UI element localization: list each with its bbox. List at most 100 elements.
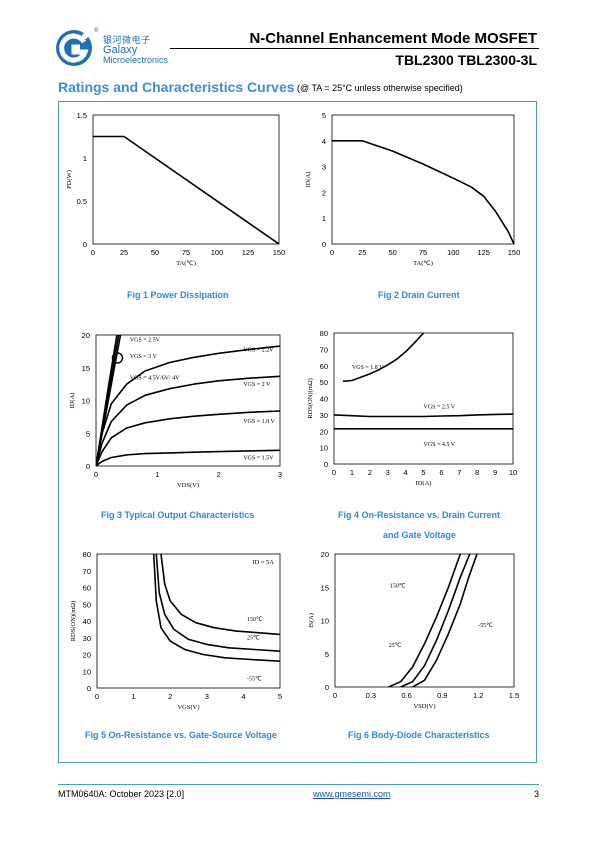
header-divider xyxy=(170,48,539,49)
y-tick-label: 10 xyxy=(83,667,91,676)
x-tick-label: 1.2 xyxy=(473,691,483,700)
y-tick-label: 15 xyxy=(82,364,90,373)
y-tick-label: 40 xyxy=(83,617,91,626)
y-tick-label: 0 xyxy=(325,683,329,692)
y-tick-label: 0 xyxy=(322,240,326,249)
series-line xyxy=(400,554,471,687)
y-tick-label: 20 xyxy=(321,550,329,559)
x-tick-label: 4 xyxy=(404,468,408,477)
x-tick-label: 2 xyxy=(217,470,221,479)
section-note: (@ TA = 25°C unless otherwise specified) xyxy=(297,83,463,93)
charts-frame xyxy=(58,101,537,763)
chart-on-resistance-vgs: 0 1 2 3 4 501020304050607080VGS(V)RDS(ON)(mΩ)… xyxy=(70,550,282,711)
series-label: VGS = 4.5V/6V/ 4V xyxy=(130,376,180,382)
plot-area xyxy=(92,114,280,245)
x-tick-label: 2 xyxy=(368,468,372,477)
plot-area xyxy=(95,334,281,467)
fig5-caption: Fig 5 On-Resistance vs. Gate-Source Volt… xyxy=(85,730,277,740)
brand-name: 银河微电子 Galaxy Microelectronics xyxy=(103,35,168,65)
page-number: 3 xyxy=(533,789,539,799)
x-axis-label: TA(℃) xyxy=(413,260,433,267)
y-tick-label: 80 xyxy=(320,329,328,338)
x-tick-label: 1 xyxy=(132,692,136,701)
series-label: VGS = 2.5 V xyxy=(424,404,456,410)
y-tick-label: 50 xyxy=(320,378,328,387)
fig3-caption: Fig 3 Typical Output Characteristics xyxy=(101,510,255,520)
x-tick-label: 0 xyxy=(94,470,98,479)
brand-en2: Microelectronics xyxy=(103,55,169,65)
x-tick-label: 0 xyxy=(332,468,336,477)
x-axis-label: TA(℃) xyxy=(176,260,196,267)
chart-on-resistance-id: 0 1 2 3 4 5 6 7 8 9 10 0 10 20 30 40 50 60 70 80 ID(A) RDS(ON… xyxy=(307,329,517,487)
chart-output-characteristics: 0 1 2 3 0 5 10 15 20 VDS(V) ID(A) VGS = 2.5V VGS = 3… xyxy=(69,331,282,489)
y-axis-label: ID(A) xyxy=(305,172,312,188)
plot-area xyxy=(96,553,281,689)
x-axis-label: VSD(V) xyxy=(413,703,435,710)
y-tick-label: 5 xyxy=(86,429,90,438)
series-line xyxy=(93,135,279,244)
y-tick-label: 0 xyxy=(83,240,87,249)
y-tick-label: 10 xyxy=(82,397,90,406)
y-tick-label: 50 xyxy=(83,600,91,609)
y-axis-label: RDS(ON)(mΩ) xyxy=(307,378,314,419)
series-label: 150℃ xyxy=(390,583,406,589)
y-tick-label: 10 xyxy=(320,444,328,453)
y-axis-label: PD(W) xyxy=(66,170,73,189)
x-tick-label: 0 xyxy=(330,248,334,257)
y-tick-label: 1 xyxy=(322,214,326,223)
series-line xyxy=(96,375,280,466)
y-tick-label: 5 xyxy=(325,650,329,659)
chart-power-dissipation: 0 25 50 75 100 125 150 0 0.5 1 1.5 TA(℃) PD(W) xyxy=(66,111,286,267)
y-tick-label: 10 xyxy=(321,617,329,626)
x-tick-label: 0 xyxy=(333,691,337,700)
x-tick-label: 150 xyxy=(273,248,286,257)
x-tick-label: 150 xyxy=(508,248,521,257)
x-tick-label: 9 xyxy=(493,468,497,477)
series-label: VGS = 2.5V xyxy=(130,338,161,344)
plot-area xyxy=(331,114,515,245)
y-tick-label: 3 xyxy=(322,163,326,172)
y-tick-label: 20 xyxy=(83,651,91,660)
section-title: Ratings and Characteristics Curves xyxy=(58,79,295,95)
y-tick-label: 0 xyxy=(324,460,328,469)
website-link[interactable]: www.gmesemi.com xyxy=(313,789,391,799)
x-tick-label: 125 xyxy=(242,248,255,257)
series-line xyxy=(96,410,280,466)
series-label: VGS = 3 V xyxy=(130,354,158,360)
x-tick-label: 1 xyxy=(155,470,159,479)
y-tick-label: 80 xyxy=(83,550,91,559)
y-tick-label: 70 xyxy=(320,345,328,354)
y-tick-label: 0.5 xyxy=(77,197,87,206)
fig6-caption: Fig 6 Body-Diode Characteristics xyxy=(348,730,490,740)
series-line xyxy=(160,554,280,636)
y-tick-label: 60 xyxy=(83,584,91,593)
series-line xyxy=(334,413,513,418)
series-label: VGS = 2 V xyxy=(243,382,271,388)
y-tick-label: 4 xyxy=(322,137,326,146)
x-tick-label: 100 xyxy=(211,248,224,257)
series-line xyxy=(342,333,425,383)
fig4-caption-line2: and Gate Voltage xyxy=(383,530,456,540)
x-tick-label: 75 xyxy=(419,248,427,257)
x-axis-label: VDS(V) xyxy=(177,482,199,489)
x-tick-label: 25 xyxy=(120,248,128,257)
y-tick-label: 15 xyxy=(321,583,329,592)
y-tick-label: 60 xyxy=(320,362,328,371)
series-label: VGS = 1.5V xyxy=(243,455,274,461)
doc-revision: MTM0640A: October 2023 [2.0] xyxy=(58,789,185,799)
x-tick-label: 5 xyxy=(421,468,425,477)
series-line xyxy=(152,554,280,662)
chart-body-diode: 0 0.3 0.6 0.9 1.2 1.5 0 5 10 15 20 VSD(V) IS(A) 150℃ 2… xyxy=(308,550,519,710)
series-line xyxy=(96,449,280,466)
x-tick-label: 6 xyxy=(439,468,443,477)
y-tick-label: 30 xyxy=(83,634,91,643)
x-tick-label: 3 xyxy=(386,468,390,477)
series-label: VGS = 1.8 V xyxy=(352,365,384,371)
series-label: 25℃ xyxy=(389,643,402,649)
y-tick-label: 20 xyxy=(82,331,90,340)
y-tick-label: 5 xyxy=(322,111,326,120)
series-line xyxy=(388,554,462,687)
fig4-caption: Fig 4 On-Resistance vs. Drain Current xyxy=(338,510,501,520)
y-tick-label: 40 xyxy=(320,395,328,404)
series-label: VGS = 1.8 V xyxy=(243,419,275,425)
